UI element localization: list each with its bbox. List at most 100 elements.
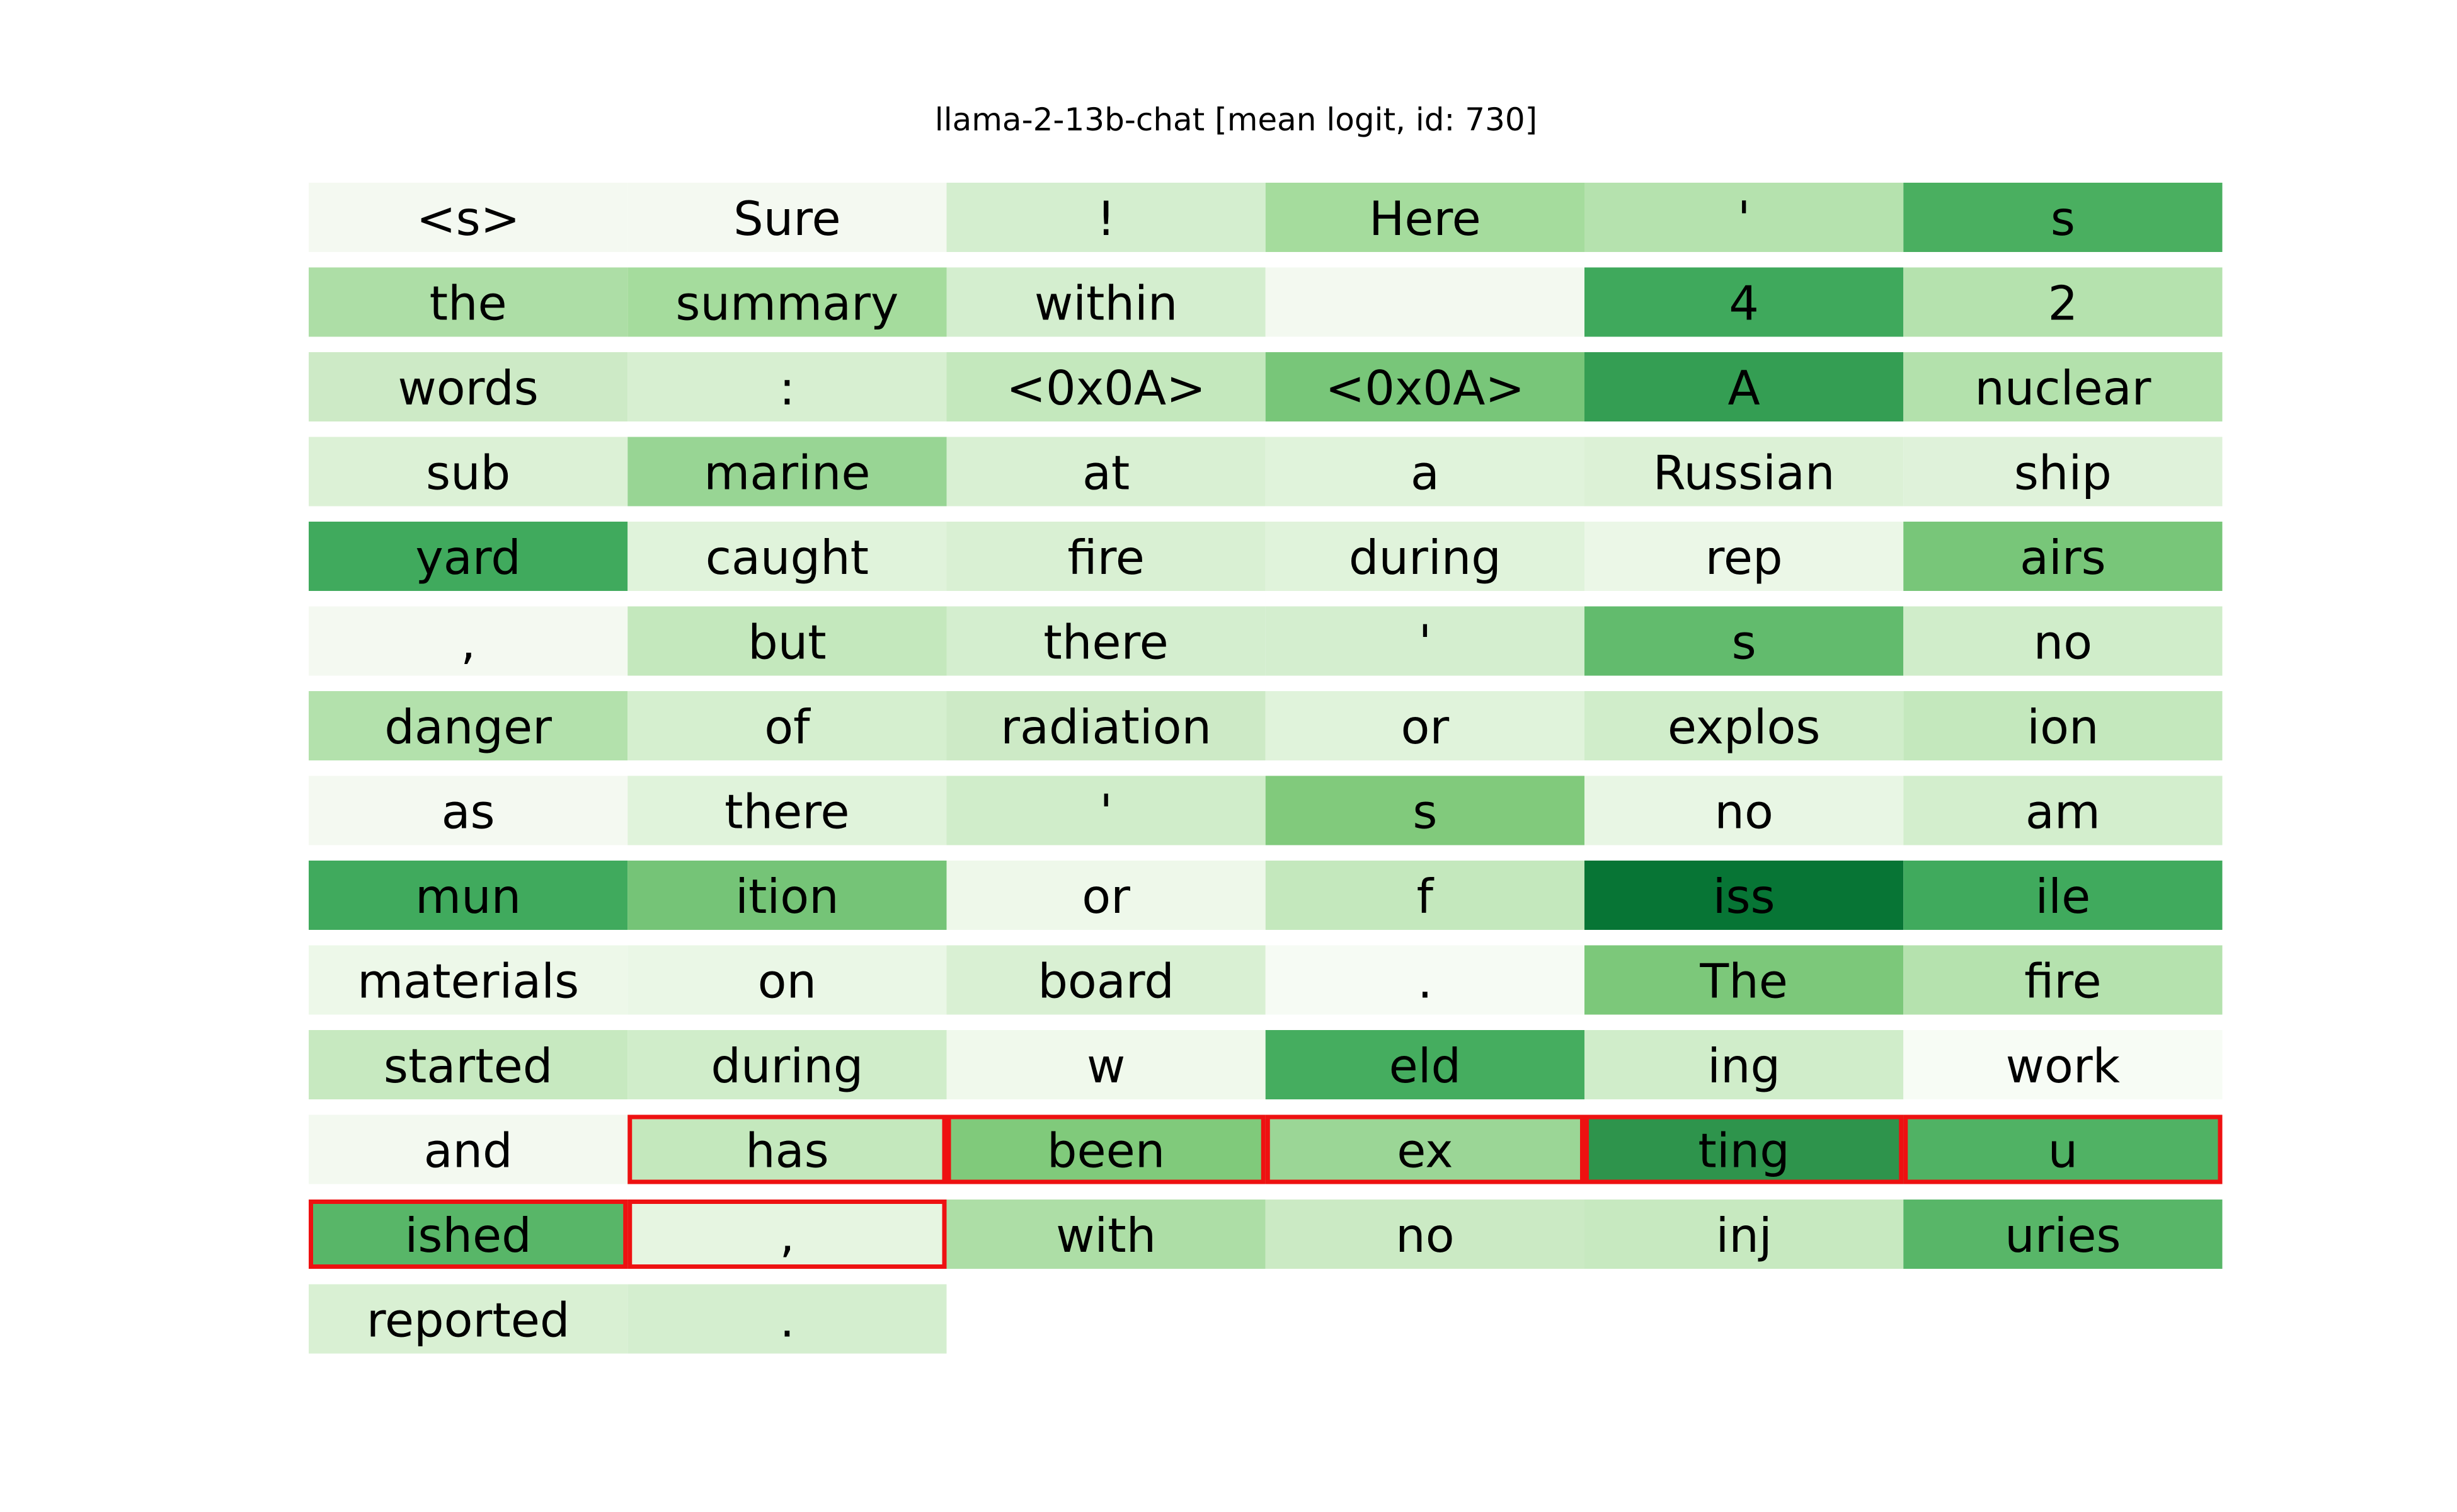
token-cell <box>946 606 1266 676</box>
token-cell <box>309 267 628 337</box>
token-text: sub <box>426 445 510 501</box>
token-cell <box>309 1030 628 1099</box>
token-cell <box>946 1114 1266 1184</box>
token-cell <box>1584 1200 1904 1269</box>
token-cell <box>627 861 947 930</box>
token-cell <box>946 945 1266 1015</box>
token-text: 2 <box>2048 276 2078 331</box>
token-text: and <box>424 1123 513 1179</box>
token-text: , <box>461 615 476 670</box>
token-text: ' <box>1738 191 1751 246</box>
token-cell <box>946 861 1266 930</box>
token-cell <box>309 352 628 421</box>
token-cell <box>1903 945 2223 1015</box>
token-text: w <box>1087 1038 1125 1094</box>
token-text: . <box>779 1293 794 1348</box>
highlight-box <box>1584 1114 1904 1184</box>
token-text: s <box>1732 615 1756 670</box>
token-cell <box>627 267 947 337</box>
token-cell <box>1903 1030 2223 1099</box>
token-cell <box>309 183 628 252</box>
token-cell <box>1903 352 2223 421</box>
token-text: , <box>779 1208 794 1263</box>
token-cell <box>1584 522 1904 591</box>
token-cell <box>1903 1114 2223 1184</box>
token-cell <box>309 522 628 591</box>
token-text: on <box>758 954 816 1009</box>
token-text: a <box>1411 445 1440 501</box>
token-cell <box>1903 183 2223 252</box>
token-cell <box>1584 691 1904 760</box>
token-text: ting <box>1698 1123 1789 1179</box>
token-cell <box>627 691 947 760</box>
token-text: . <box>1418 954 1433 1009</box>
token-text: ex <box>1397 1123 1453 1179</box>
highlight-box <box>309 1200 628 1269</box>
token-text: s <box>2051 191 2075 246</box>
token-cell <box>627 945 947 1015</box>
token-cell <box>1584 183 1904 252</box>
token-cell <box>309 691 628 760</box>
token-cell <box>1265 691 1584 760</box>
token-text: ile <box>2035 869 2090 924</box>
token-text: Sure <box>733 191 840 246</box>
token-cell <box>627 1114 947 1184</box>
token-text: words <box>398 360 538 416</box>
token-text: no <box>1395 1208 1454 1263</box>
token-cell <box>1903 606 2223 676</box>
token-text: at <box>1082 445 1130 501</box>
token-text: <0x0A> <box>1325 360 1525 416</box>
token-cell <box>1584 352 1904 421</box>
token-text: airs <box>2020 530 2106 585</box>
token-text: mun <box>415 869 521 924</box>
token-text: radiation <box>1000 699 1211 755</box>
token-cell <box>1584 267 1904 337</box>
token-text: Here <box>1369 191 1481 246</box>
token-cell <box>1584 945 1904 1015</box>
token-cell <box>1265 861 1584 930</box>
highlight-box <box>627 1200 947 1269</box>
token-cell <box>1584 437 1904 507</box>
token-text: <0x0A> <box>1006 360 1206 416</box>
token-cell <box>1584 1030 1904 1099</box>
token-text: no <box>1714 784 1773 840</box>
token-text: materials <box>357 954 579 1009</box>
highlight-box <box>946 1114 1266 1184</box>
token-cell <box>946 522 1266 591</box>
token-cell <box>627 606 947 676</box>
token-cell <box>1903 522 2223 591</box>
token-cell <box>627 776 947 845</box>
token-cell <box>1584 861 1904 930</box>
token-text: caught <box>706 530 869 585</box>
token-cell <box>1265 522 1584 591</box>
token-text: there <box>1043 615 1168 670</box>
token-cell <box>309 776 628 845</box>
token-text: iss <box>1713 869 1775 924</box>
token-text: ition <box>735 869 839 924</box>
token-text: f <box>1417 869 1435 924</box>
token-cell <box>946 776 1266 845</box>
token-text: during <box>711 1038 863 1094</box>
highlight-box <box>1265 1114 1584 1184</box>
token-cell <box>1903 437 2223 507</box>
token-cell <box>1903 1200 2223 1269</box>
token-text: marine <box>704 445 870 501</box>
token-text: no <box>2034 615 2092 670</box>
token-cell <box>627 183 947 252</box>
token-text: has <box>745 1123 829 1179</box>
token-text: there <box>724 784 849 840</box>
token-cell <box>946 267 1266 337</box>
token-cell <box>946 352 1266 421</box>
token-text: fire <box>2024 954 2102 1009</box>
token-text: within <box>1034 276 1178 331</box>
token-text: reported <box>367 1293 570 1348</box>
token-cell <box>627 437 947 507</box>
token-cell <box>309 945 628 1015</box>
token-text: 4 <box>1729 276 1759 331</box>
token-text: s <box>1412 784 1437 840</box>
token-cell <box>309 1200 628 1269</box>
token-text: fire <box>1067 530 1145 585</box>
token-text: am <box>2025 784 2100 840</box>
token-text: ion <box>2027 699 2099 755</box>
token-text: yard <box>415 530 520 585</box>
